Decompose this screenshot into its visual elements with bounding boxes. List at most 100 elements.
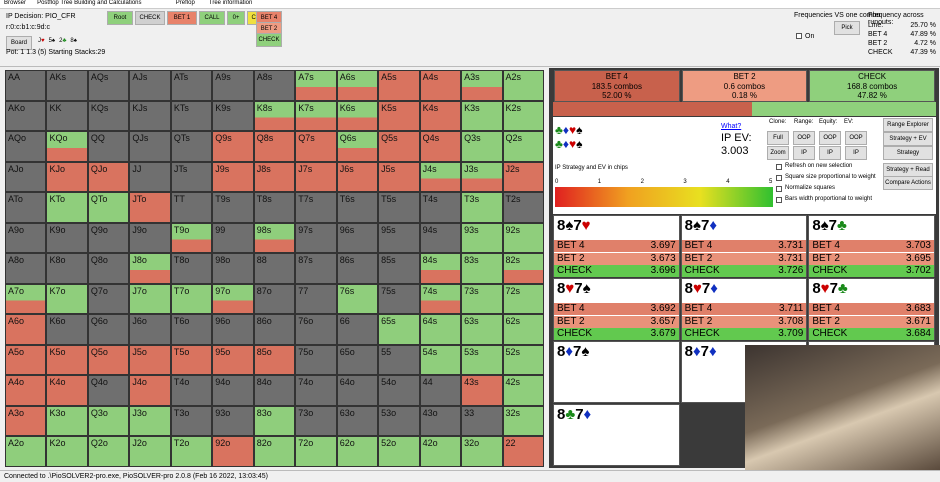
hand-cell[interactable]: 22 [502, 436, 544, 467]
hand-cell[interactable]: T7o [170, 283, 213, 315]
hand-cell[interactable]: 72o [295, 436, 337, 467]
hand-cell[interactable]: 65s [378, 314, 420, 345]
hand-cell[interactable]: A4s [419, 70, 462, 101]
hand-cell[interactable]: AQo [5, 131, 47, 162]
hand-cell[interactable]: 84o [253, 375, 296, 406]
hand-cell[interactable]: 94s [419, 222, 462, 254]
hand-cell[interactable]: 76o [295, 314, 337, 345]
hand-cell[interactable]: 72s [502, 283, 544, 315]
hand-cell[interactable]: J3o [129, 405, 171, 437]
hand-cell[interactable]: A8o [5, 253, 47, 284]
hand-cell[interactable]: J5s [378, 161, 420, 193]
oop-button[interactable]: OOP [793, 131, 815, 145]
extra-button[interactable]: Strategy + Read [883, 163, 933, 177]
hand-cell[interactable]: T3o [170, 405, 213, 437]
hand-cell[interactable]: KQs [87, 100, 130, 132]
hand-cell[interactable]: 53o [378, 405, 420, 437]
hand-cell[interactable]: ATo [5, 192, 47, 223]
hand-cell[interactable]: 54s [419, 344, 462, 376]
hand-cell[interactable]: T4o [170, 375, 213, 406]
tree-button[interactable]: Root [107, 11, 133, 25]
hand-cell[interactable]: Q6s [336, 131, 379, 162]
hand-cell[interactable]: 99 [212, 222, 254, 254]
tree-button[interactable]: CALL [199, 11, 225, 25]
hand-cell[interactable]: T9o [170, 222, 213, 254]
hand-cell[interactable]: 64o [336, 375, 379, 406]
hand-cell[interactable]: A6s [336, 70, 379, 101]
hand-cell[interactable]: 66 [336, 314, 379, 345]
hand-cell[interactable]: 96s [336, 222, 379, 254]
hand-cell[interactable]: 32o [461, 436, 503, 467]
pick-button[interactable]: Pick [834, 21, 860, 35]
hand-cell[interactable]: J9s [212, 161, 254, 193]
hand-cell[interactable]: 62o [336, 436, 379, 467]
hand-cell[interactable]: 42s [502, 375, 544, 406]
hand-cell[interactable]: K8s [253, 100, 296, 132]
hand-cell[interactable]: Q5s [378, 131, 420, 162]
hand-cell[interactable]: Q3o [87, 405, 130, 437]
hand-cell[interactable]: K4o [46, 375, 88, 406]
action-box[interactable]: CHECK 168.8 combos 47.82 % [809, 70, 935, 102]
hand-cell[interactable]: J2s [502, 161, 544, 193]
hand-cell[interactable]: 87s [295, 253, 337, 284]
hand-cell[interactable]: 93s [461, 222, 503, 254]
hand-cell[interactable]: KTs [170, 100, 213, 132]
hand-cell[interactable]: 52s [502, 344, 544, 376]
hand-cell[interactable]: T9s [212, 192, 254, 223]
checkbox[interactable] [776, 175, 782, 181]
hand-cell[interactable]: A6o [5, 314, 47, 345]
hand-cell[interactable]: AJs [129, 70, 171, 101]
hand-cell[interactable]: 62s [502, 314, 544, 345]
hand-cell[interactable]: AA [5, 70, 47, 101]
hand-cell[interactable]: J4s [419, 161, 462, 193]
hand-cell[interactable]: 44 [419, 375, 462, 406]
combo-card[interactable]: 8♥7♠ BET 4 3.692 BET 2 3.657 CHECK 3.679 [553, 278, 680, 340]
hand-cell[interactable]: 98o [212, 253, 254, 284]
hand-cell[interactable]: 73s [461, 283, 503, 315]
hand-cell[interactable]: Q6o [87, 314, 130, 345]
tab[interactable]: Tree information [208, 0, 253, 6]
view-button[interactable]: Zoom [767, 146, 789, 160]
hand-cell[interactable]: 54o [378, 375, 420, 406]
hand-cell[interactable]: J4o [129, 375, 171, 406]
tree-button[interactable]: CHECK [135, 11, 165, 25]
hand-cell[interactable]: T8s [253, 192, 296, 223]
hand-cell[interactable]: 77 [295, 283, 337, 315]
hand-cell[interactable]: 83s [461, 253, 503, 284]
hand-cell[interactable]: Q7s [295, 131, 337, 162]
tree-option[interactable]: CHECK [256, 33, 282, 47]
checkbox[interactable] [776, 164, 782, 170]
hand-cell[interactable]: KJs [129, 100, 171, 132]
hand-cell[interactable]: 74o [295, 375, 337, 406]
hand-cell[interactable]: T8o [170, 253, 213, 284]
hand-cell[interactable]: 82o [253, 436, 296, 467]
hand-cell[interactable]: A7s [295, 70, 337, 101]
hand-cell[interactable]: A9s [212, 70, 254, 101]
hand-cell[interactable]: 52o [378, 436, 420, 467]
hand-cell[interactable]: 63o [336, 405, 379, 437]
hand-cell[interactable]: 43o [419, 405, 462, 437]
hand-cell[interactable]: K7s [295, 100, 337, 132]
hand-cell[interactable]: KJo [46, 161, 88, 193]
hand-cell[interactable]: QQ [87, 131, 130, 162]
hand-cell[interactable]: 85o [253, 344, 296, 376]
hand-cell[interactable]: Q5o [87, 344, 130, 376]
hand-cell[interactable]: 42o [419, 436, 462, 467]
hand-cell[interactable]: Q4o [87, 375, 130, 406]
hand-cell[interactable]: K8o [46, 253, 88, 284]
hand-cell[interactable]: K2s [502, 100, 544, 132]
hand-cell[interactable]: J2o [129, 436, 171, 467]
hand-cell[interactable]: A4o [5, 375, 47, 406]
hand-cell[interactable]: 64s [419, 314, 462, 345]
hand-cell[interactable]: K9s [212, 100, 254, 132]
hand-cell[interactable]: 75s [378, 283, 420, 315]
hand-cell[interactable]: AKo [5, 100, 47, 132]
combo-card[interactable]: 8♠7♥ BET 4 3.697 BET 2 3.673 CHECK 3.696 [553, 215, 680, 277]
hand-cell[interactable]: 63s [461, 314, 503, 345]
hand-cell[interactable]: 86o [253, 314, 296, 345]
mode-button[interactable]: Range Explorer [883, 118, 933, 132]
hand-cell[interactable]: 55 [378, 344, 420, 376]
hand-cell[interactable]: T4s [419, 192, 462, 223]
hand-cell[interactable]: J8o [129, 253, 171, 284]
hand-cell[interactable]: T2o [170, 436, 213, 467]
